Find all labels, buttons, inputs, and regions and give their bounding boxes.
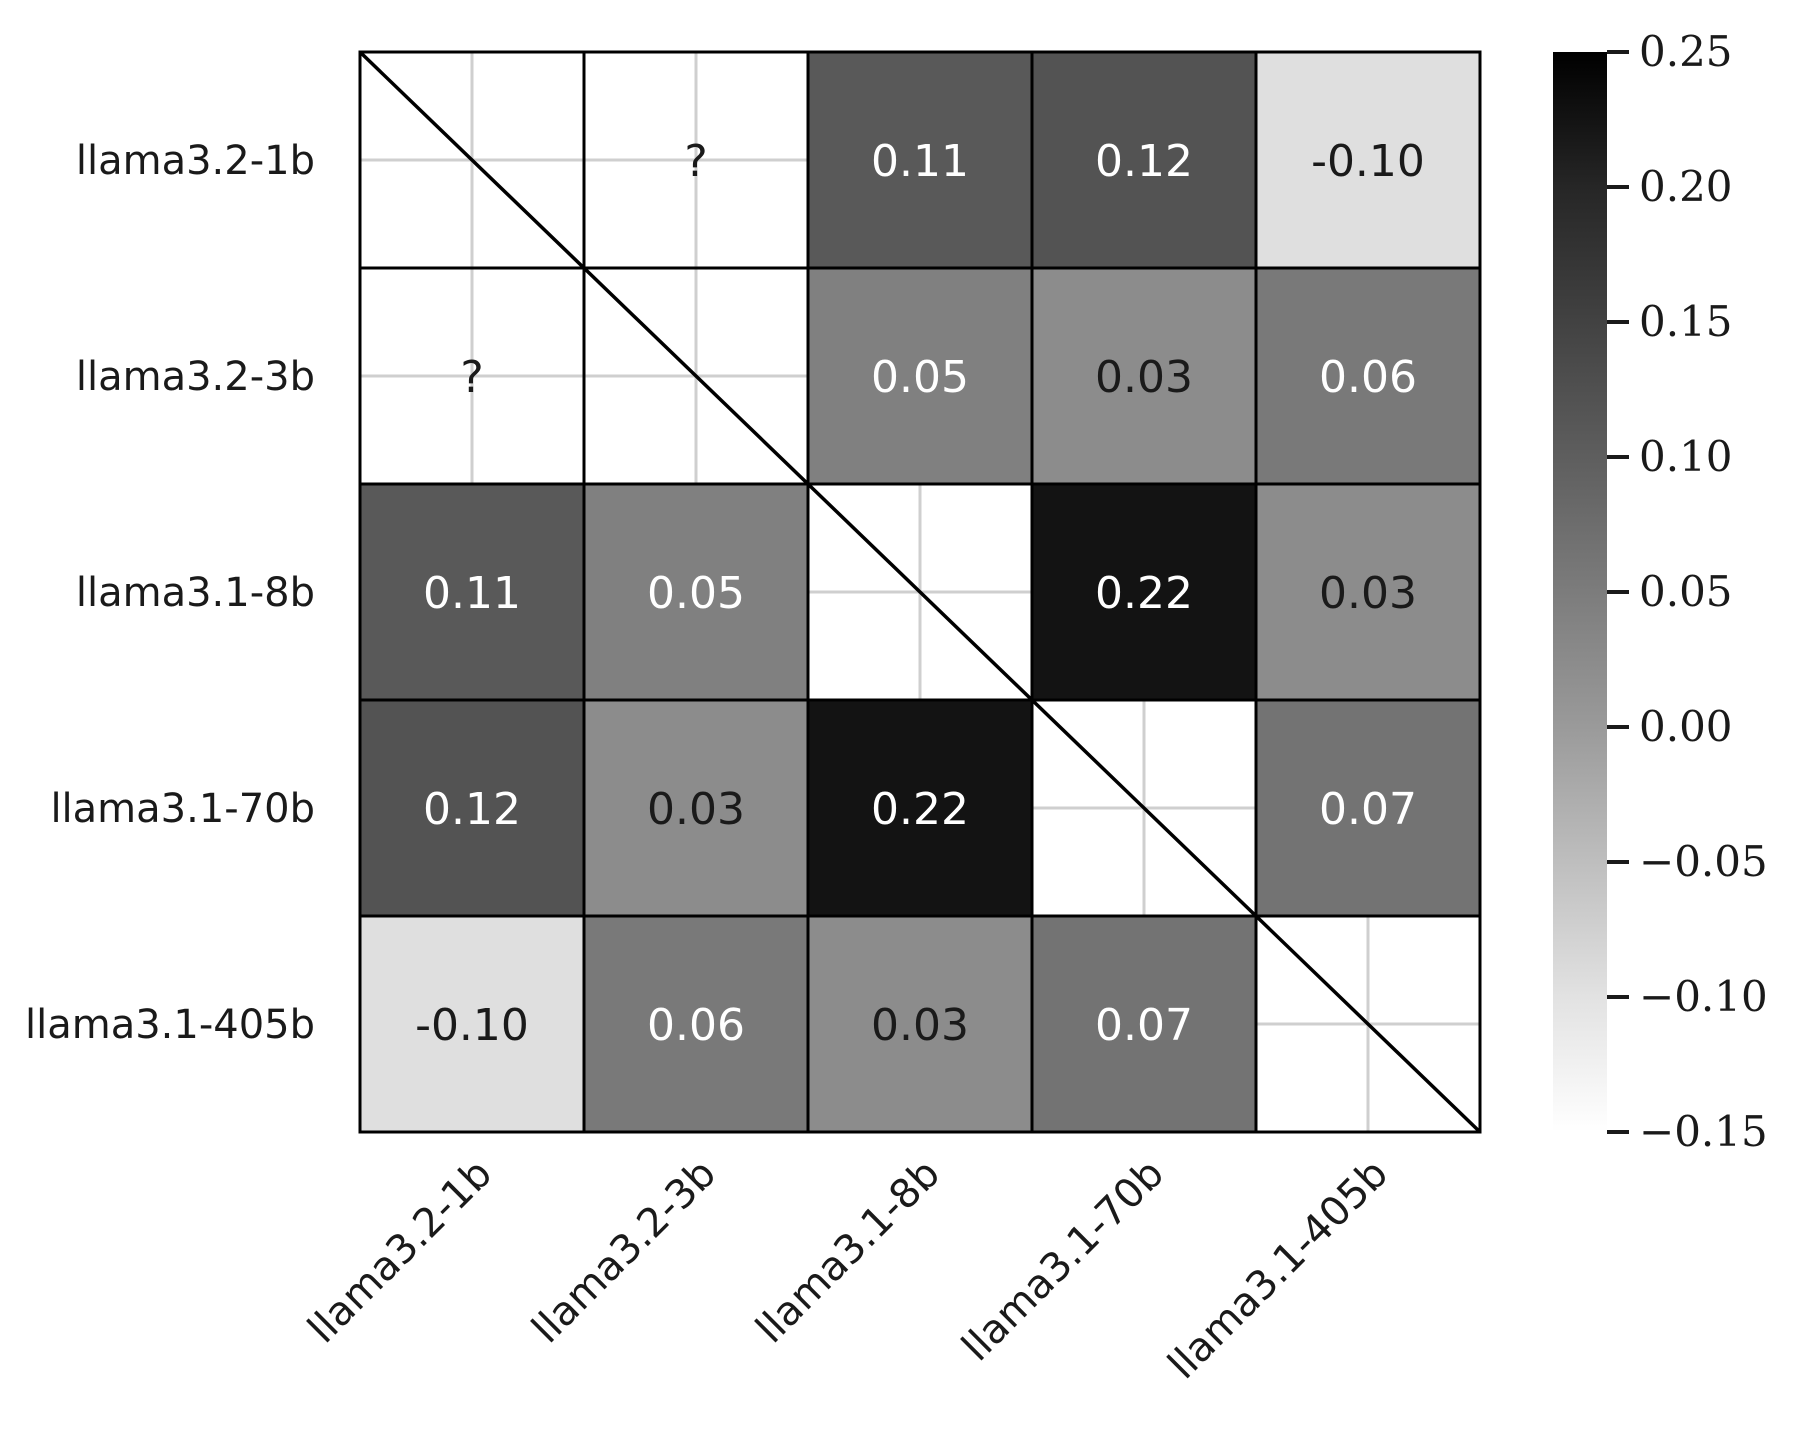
y-axis-tick-labels: llama3.2-1b llama3.2-3b llama3.1-8b llama3.… bbox=[25, 138, 315, 1048]
heatmap-cell bbox=[806, 266, 1034, 486]
cell-value-label: 0.03 bbox=[871, 1000, 969, 1051]
column-label: llama3.2-1b bbox=[299, 1151, 501, 1353]
cell-value-label: 0.06 bbox=[1319, 352, 1417, 403]
column-label: llama3.2-3b bbox=[523, 1151, 725, 1353]
cell-value-label: 0.22 bbox=[871, 784, 969, 835]
cell-value-label: ? bbox=[460, 352, 483, 403]
row-label: llama3.1-8b bbox=[76, 570, 315, 616]
cell-value-label: -0.10 bbox=[1311, 136, 1425, 187]
cell-value-label: 0.11 bbox=[423, 568, 521, 619]
heatmap-cell bbox=[1030, 266, 1258, 486]
heatmap-cell bbox=[358, 914, 586, 1134]
heatmap-cell bbox=[1254, 266, 1482, 486]
heatmap-cell bbox=[806, 698, 1034, 918]
cell-value-label: ? bbox=[684, 136, 707, 187]
heatmap-cell bbox=[1254, 482, 1482, 702]
cell-value-label: 0.12 bbox=[1095, 136, 1193, 187]
colorbar-tick-label: −0.15 bbox=[1639, 1107, 1768, 1156]
colorbar-tick-label: 0.20 bbox=[1639, 162, 1733, 211]
column-label: llama3.1-8b bbox=[747, 1151, 949, 1353]
heatmap-cell bbox=[1030, 482, 1258, 702]
heatmap-cells bbox=[358, 50, 1482, 1134]
cell-value-label: 0.07 bbox=[1095, 1000, 1193, 1051]
colorbar-tick-label: 0.15 bbox=[1639, 297, 1733, 346]
column-label: llama3.1-405b bbox=[1159, 1151, 1397, 1389]
colorbar-tick-label: 0.00 bbox=[1639, 702, 1733, 751]
cell-value-label: 0.22 bbox=[1095, 568, 1193, 619]
cell-value-label: 0.07 bbox=[1319, 784, 1417, 835]
diagonal-mask bbox=[358, 50, 1482, 1134]
cell-value-label: 0.03 bbox=[1319, 568, 1417, 619]
cell-value-label: 0.11 bbox=[871, 136, 969, 187]
heatmap-cell bbox=[582, 698, 810, 918]
row-label: llama3.1-405b bbox=[25, 1002, 315, 1048]
diagonal-line bbox=[358, 50, 1482, 1134]
colorbar-tick-label: 0.10 bbox=[1639, 432, 1733, 481]
heatmap-cell bbox=[582, 914, 810, 1134]
cell-labels: ? 0.11 0.12 -0.10? 0.05 0.03 0.06 0.11 0.05 0.22 0… bbox=[415, 136, 1425, 1051]
heatmap-cell bbox=[806, 914, 1034, 1134]
row-label: llama3.2-3b bbox=[76, 354, 315, 400]
heatmap-cell bbox=[1254, 698, 1482, 918]
cell-value-label: 0.05 bbox=[647, 568, 745, 619]
colorbar-tick-label: 0.05 bbox=[1639, 567, 1733, 616]
heatmap-cell bbox=[1254, 50, 1482, 270]
heatmap-cell bbox=[582, 482, 810, 702]
row-label: llama3.1-70b bbox=[50, 786, 315, 832]
heatmap-cell bbox=[1254, 914, 1482, 1134]
cell-value-label: 0.03 bbox=[647, 784, 745, 835]
heatmap-cell bbox=[806, 50, 1034, 270]
colorbar-ticks: 0.25 0.20 0.15 0.10 0.05 0.00 −0.05 −0.10 −0.15 bbox=[1607, 27, 1768, 1156]
cell-value-label: 0.12 bbox=[423, 784, 521, 835]
colorbar-tick-label: −0.05 bbox=[1639, 837, 1768, 886]
colorbar: 0.25 0.20 0.15 0.10 0.05 0.00 −0.05 −0.10 −0.15 bbox=[1553, 27, 1768, 1156]
colorbar-tick-label: −0.10 bbox=[1639, 972, 1768, 1021]
heatmap-cell bbox=[1030, 914, 1258, 1134]
cell-value-label: -0.10 bbox=[415, 1000, 529, 1051]
cell-value-label: 0.06 bbox=[647, 1000, 745, 1051]
column-label: llama3.1-70b bbox=[953, 1151, 1173, 1371]
row-label: llama3.2-1b bbox=[76, 138, 315, 184]
colorbar-tick-label: 0.25 bbox=[1639, 27, 1733, 76]
colorbar-gradient bbox=[1553, 52, 1607, 1132]
heatmap-cell bbox=[1030, 50, 1258, 270]
cell-value-label: 0.03 bbox=[1095, 352, 1193, 403]
x-axis-tick-labels: llama3.2-1b llama3.2-3b llama3.1-8b llama3.… bbox=[299, 1151, 1397, 1389]
cell-value-label: 0.05 bbox=[871, 352, 969, 403]
